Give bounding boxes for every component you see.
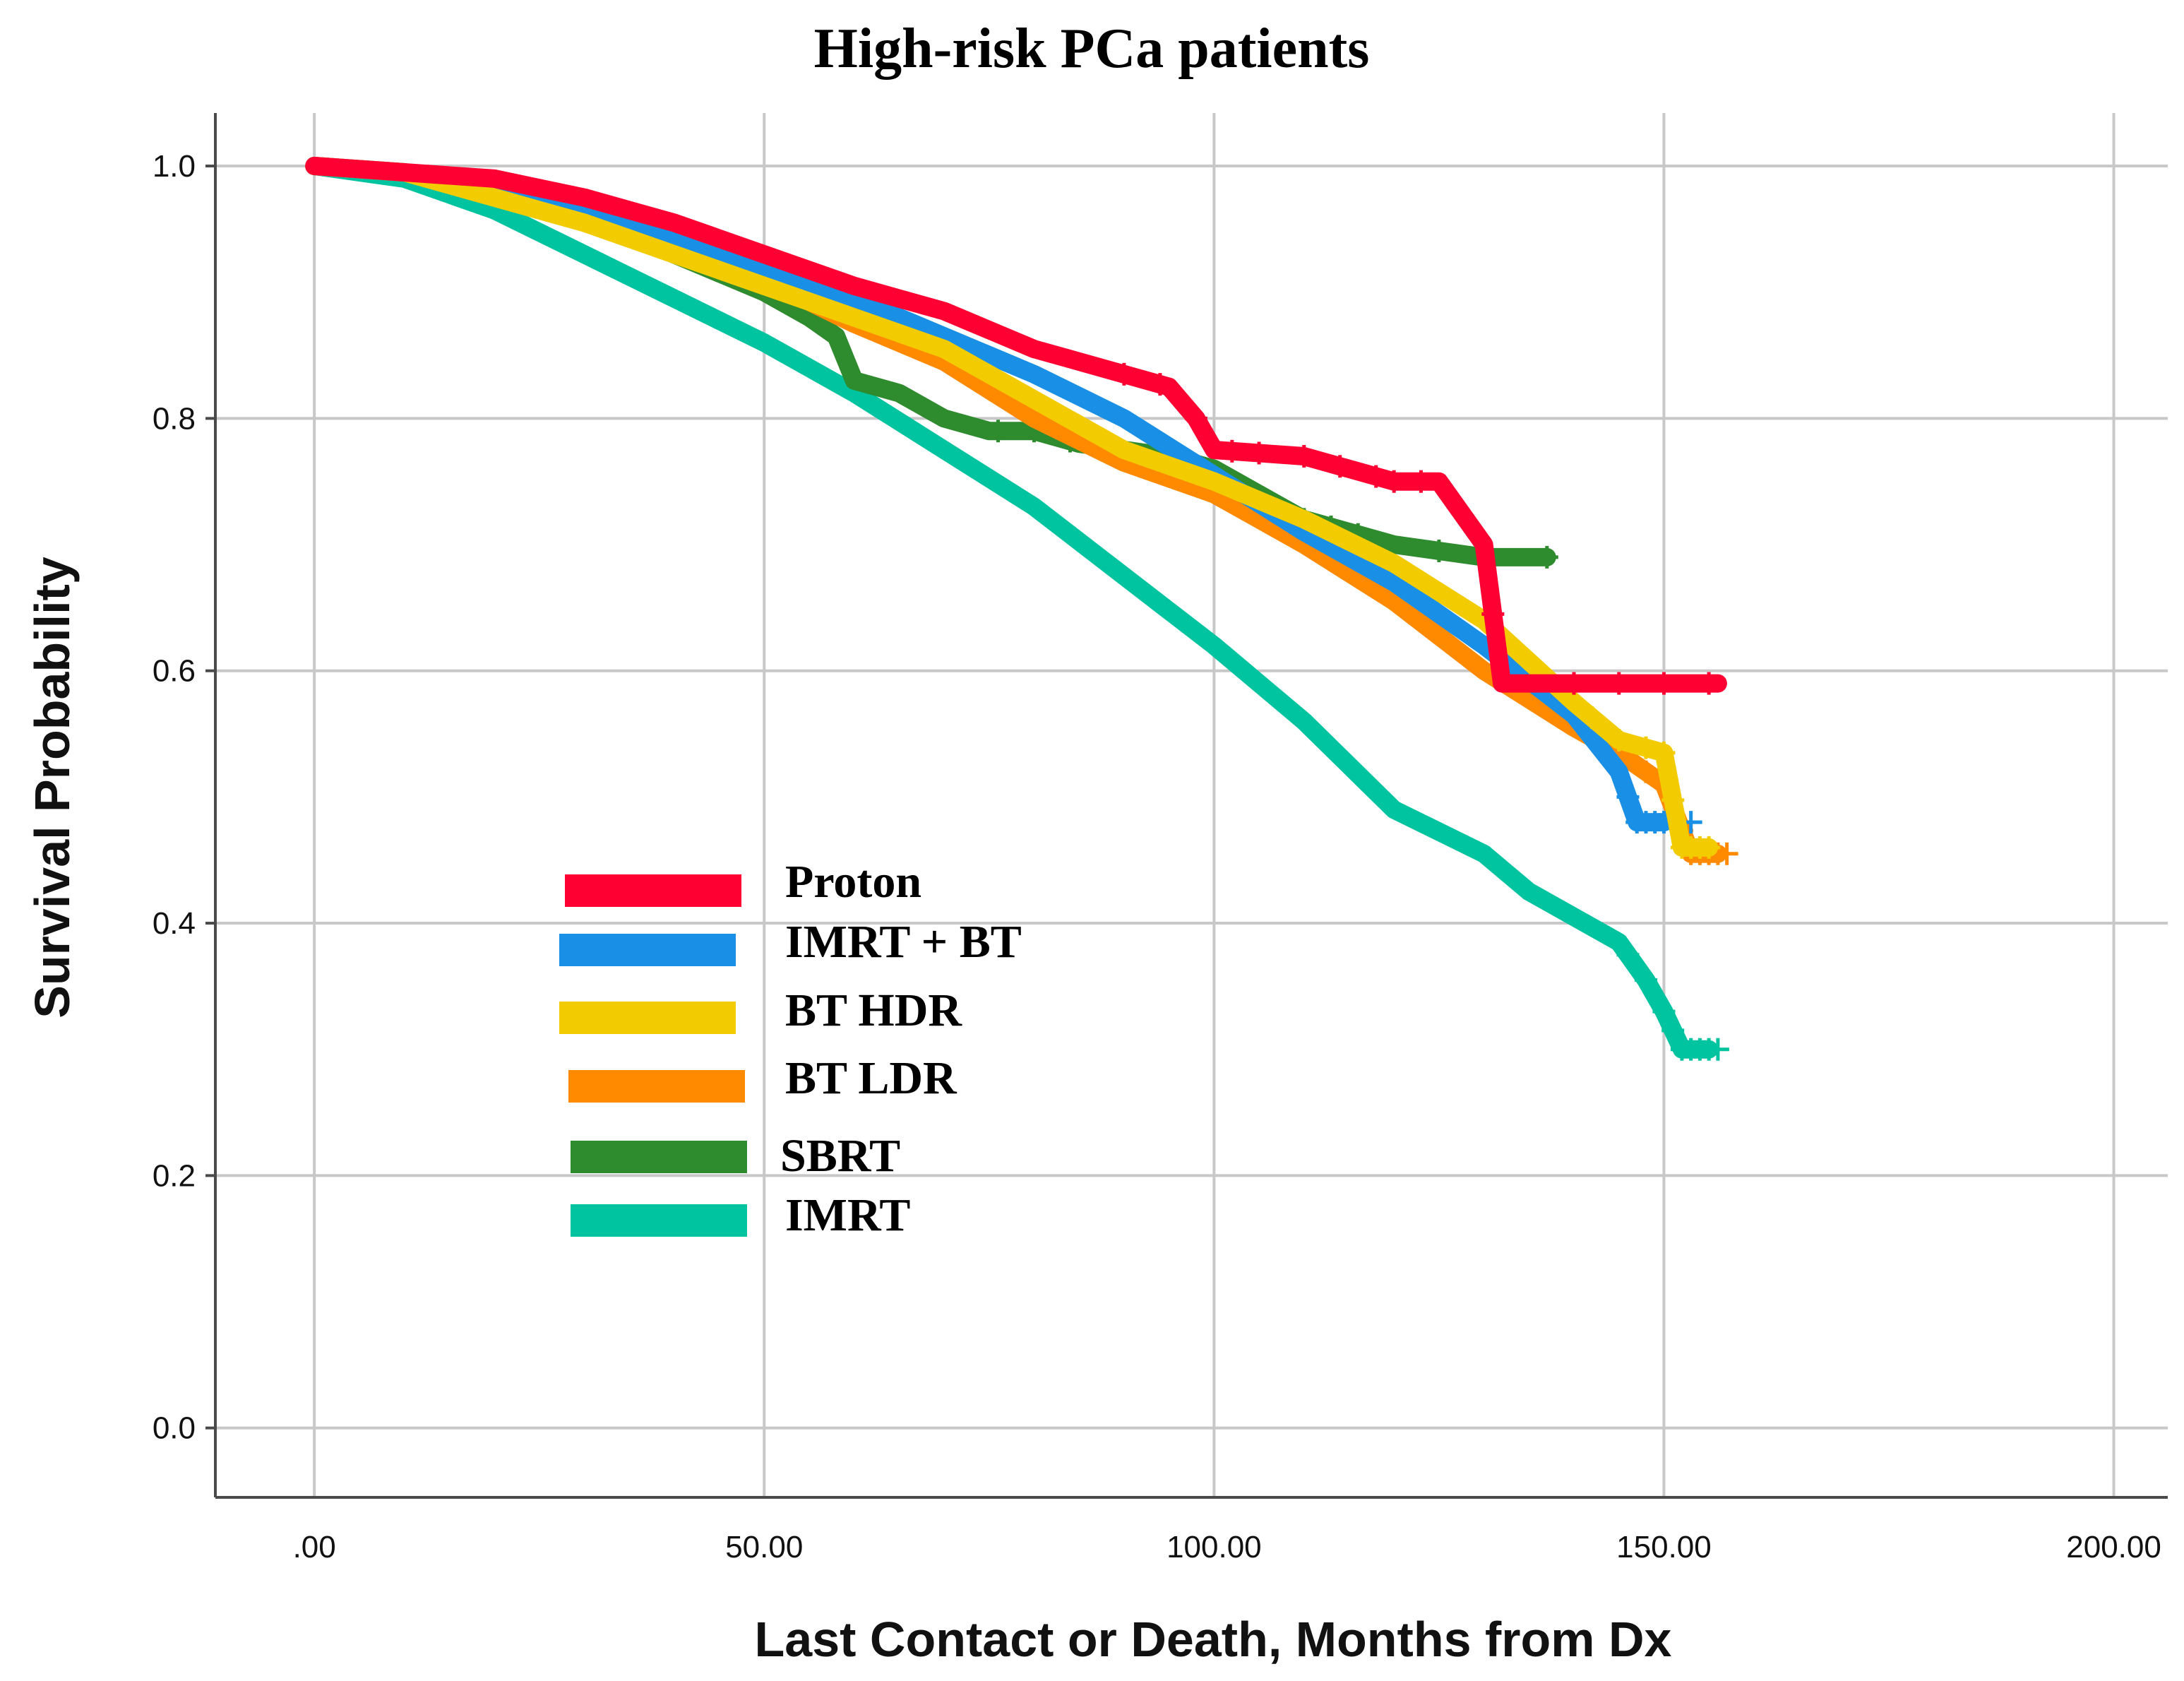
censor-mark-bt-ldr-0 [1634,760,1657,783]
series-line-proton [305,157,1727,693]
series-imrt [305,157,1729,1061]
legend-item-bt-hdr: BT HDR [559,985,962,1036]
legend-swatch-imrt [571,1204,747,1237]
legend-label-imrt: IMRT [785,1189,910,1241]
censor-mark-proton-7 [1364,465,1388,488]
series-bt-hdr [305,157,1721,859]
censor-mark-bt-ldr-7 [1715,842,1738,865]
censor-mark-proton-14 [1697,672,1721,695]
y-axis-label: Survival Probability [25,557,80,1018]
y-tick-label-2: 0.4 [153,906,196,941]
legend: Proton IMRT + BT BT HDR BT LDR SBRT IMRT [559,856,1022,1241]
series-proton [305,157,1727,695]
legend-item-bt-ldr: BT LDR [568,1052,957,1104]
legend-label-proton: Proton [785,856,921,908]
censor-mark-proton-8 [1383,470,1406,493]
x-axis-ticks: .00 50.00 100.00 150.00 200.00 [293,1530,2161,1564]
series-line-bt-ldr [305,157,1727,863]
legend-label-sbrt: SBRT [780,1130,900,1182]
censor-mark-proton-6 [1328,455,1351,478]
censor-mark-proton-9 [1409,470,1433,493]
censor-mark-proton-11 [1563,672,1586,695]
y-tick-label-0: 0.0 [153,1411,196,1446]
censor-mark-imrt-2 [1652,1000,1676,1023]
censor-mark-proton-5 [1292,444,1315,468]
censor-mark-proton-10 [1481,602,1505,626]
legend-item-sbrt: SBRT [571,1130,900,1182]
y-tick-label-5: 1.0 [153,149,196,184]
legend-swatch-imrt-bt [559,934,736,966]
censor-mark-proton-2 [1184,407,1207,430]
censor-mark-sbrt-0 [986,420,1010,443]
x-tick-label-1: 50.00 [725,1530,803,1564]
series-bt-ldr [305,157,1738,865]
x-tick-label-2: 100.00 [1166,1530,1262,1564]
legend-label-bt-ldr: BT LDR [785,1052,957,1104]
x-axis-label: Last Contact or Death, Months from Dx [755,1612,1672,1667]
censor-mark-bt-hdr-1 [1607,728,1630,752]
censor-mark-imrt-1 [1634,968,1657,992]
x-tick-label-4: 200.00 [2066,1530,2161,1564]
legend-swatch-bt-hdr [559,1002,736,1034]
plot-frame [214,113,2168,1499]
censor-mark-proton-4 [1248,441,1271,465]
series-layer [305,157,1738,1061]
x-tick-label-3: 150.00 [1616,1530,1712,1564]
censor-mark-bt-hdr-4 [1661,788,1685,812]
censor-mark-bt-hdr-2 [1634,736,1657,759]
censor-mark-proton-12 [1607,672,1630,695]
censor-mark-sbrt-9 [1535,545,1558,569]
censor-mark-proton-1 [1148,373,1171,396]
grid-lines [215,113,2168,1497]
censor-mark-imrt-0 [1616,943,1640,966]
series-line-bt-hdr [305,157,1719,857]
legend-item-imrt: IMRT [571,1189,910,1241]
censor-mark-imrt-8 [1706,1038,1729,1061]
censor-mark-imrt-3 [1661,1018,1685,1042]
censor-mark-bt-hdr-0 [1580,706,1604,729]
legend-item-imrt-bt: IMRT + BT [559,916,1022,968]
series-line-imrt [305,157,1719,1059]
x-tick-label-0: .00 [293,1530,336,1564]
y-axis-ticks: 0.0 0.2 0.4 0.6 0.8 1.0 [153,149,215,1446]
chart-title: High-risk PCa patients [814,18,1370,80]
y-tick-label-4: 0.8 [153,401,196,436]
censor-mark-proton-13 [1652,672,1676,695]
legend-swatch-proton [565,874,741,907]
censor-mark-proton-0 [1112,362,1135,386]
legend-swatch-sbrt [571,1141,747,1173]
legend-label-bt-hdr: BT HDR [785,985,962,1036]
censor-mark-bt-hdr-3 [1652,741,1676,764]
censor-mark-bt-hdr-8 [1697,836,1721,859]
censor-mark-proton-3 [1220,439,1243,463]
legend-label-imrt-bt: IMRT + BT [785,916,1022,968]
legend-item-proton: Proton [565,856,921,908]
y-tick-label-1: 0.2 [153,1158,196,1193]
censor-mark-sbrt-7 [1427,539,1450,562]
censor-mark-imrt-bt-0 [1616,785,1640,809]
series-line-imrt-bt [305,157,1673,832]
y-tick-label-3: 0.6 [153,654,196,689]
legend-swatch-bt-ldr [568,1070,745,1103]
